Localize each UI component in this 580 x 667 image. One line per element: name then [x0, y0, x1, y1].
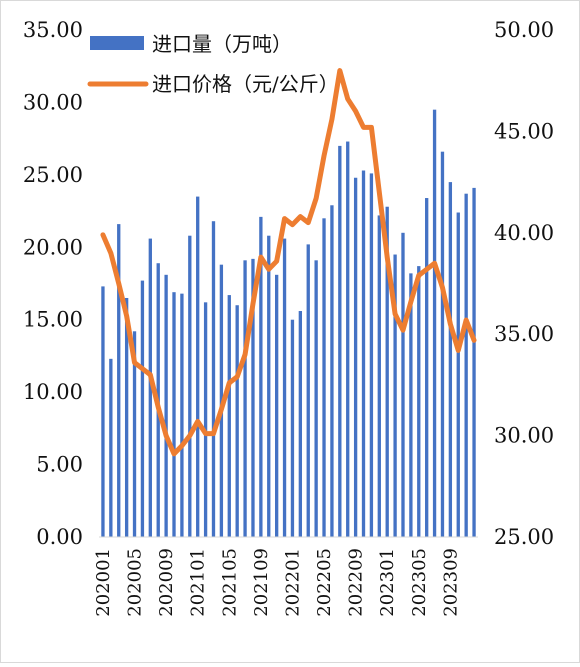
bar-202112 [283, 239, 286, 537]
left-tick-label: 20.00 [23, 235, 83, 259]
bar-202212 [378, 215, 381, 537]
bar-202211 [370, 173, 373, 537]
bar-202107 [243, 260, 246, 537]
right-tick-label: 40.00 [494, 221, 554, 245]
bar-202202 [299, 311, 302, 537]
left-tick-label: 35.00 [23, 18, 83, 42]
bar-202201 [291, 320, 294, 537]
bar-202010 [172, 292, 175, 537]
right-tick-label: 35.00 [494, 322, 554, 346]
bar-202006 [141, 281, 144, 537]
x-tick-label: 202309 [440, 548, 461, 617]
bar-202307 [433, 110, 436, 537]
right-tick-label: 45.00 [494, 119, 554, 143]
right-tick-label: 30.00 [494, 424, 554, 448]
bar-202303 [401, 233, 404, 537]
left-tick-label: 5.00 [36, 453, 83, 477]
left-tick-label: 15.00 [23, 308, 83, 332]
right-tick-label: 25.00 [494, 525, 554, 549]
bar-202308 [441, 152, 444, 537]
bar-202312 [472, 188, 475, 537]
bar-202002 [109, 359, 112, 537]
bar-202208 [346, 142, 349, 537]
x-tick-label: 202005 [125, 548, 146, 617]
x-tick-label: 202109 [251, 548, 272, 617]
left-tick-label: 0.00 [36, 525, 83, 549]
legend-swatch-import-volume [90, 36, 144, 50]
x-tick-label: 202205 [314, 548, 335, 617]
bar-202205 [322, 218, 325, 537]
bar-202106 [236, 305, 239, 537]
x-tick-label: 202001 [93, 548, 114, 617]
legend-label-import-price: 进口价格（元/公斤） [152, 72, 339, 96]
bar-202305 [417, 266, 420, 537]
left-tick-label: 10.00 [23, 380, 83, 404]
x-tick-label: 202301 [377, 548, 398, 617]
bar-202204 [314, 260, 317, 537]
x-tick-label: 202105 [219, 548, 240, 617]
bar-202110 [267, 236, 270, 537]
right-tick-label: 50.00 [494, 18, 554, 42]
x-tick-label: 202201 [282, 548, 303, 617]
bar-202111 [275, 275, 278, 537]
bar-202105 [228, 295, 231, 537]
legend-label-import-volume: 进口量（万吨） [152, 32, 292, 56]
bar-202011 [180, 294, 183, 537]
x-tick-label: 202009 [156, 548, 177, 617]
bar-202012 [188, 236, 191, 537]
bar-202203 [307, 244, 310, 537]
left-tick-label: 30.00 [23, 90, 83, 114]
bar-202207 [338, 146, 341, 537]
bar-202310 [457, 213, 460, 537]
bar-202102 [204, 302, 207, 537]
bar-202311 [465, 194, 468, 537]
bar-202001 [101, 286, 104, 537]
bar-202309 [449, 182, 452, 537]
bar-202210 [362, 171, 365, 537]
x-tick-label: 202101 [188, 548, 209, 617]
bar-202209 [354, 178, 357, 537]
bar-202009 [164, 275, 167, 537]
x-tick-label: 202209 [346, 548, 367, 617]
bar-202103 [212, 221, 215, 537]
bar-202206 [330, 205, 333, 537]
x-tick-label: 202305 [409, 548, 430, 617]
bar-202306 [425, 198, 428, 537]
bar-202101 [196, 197, 199, 537]
left-tick-label: 25.00 [23, 163, 83, 187]
